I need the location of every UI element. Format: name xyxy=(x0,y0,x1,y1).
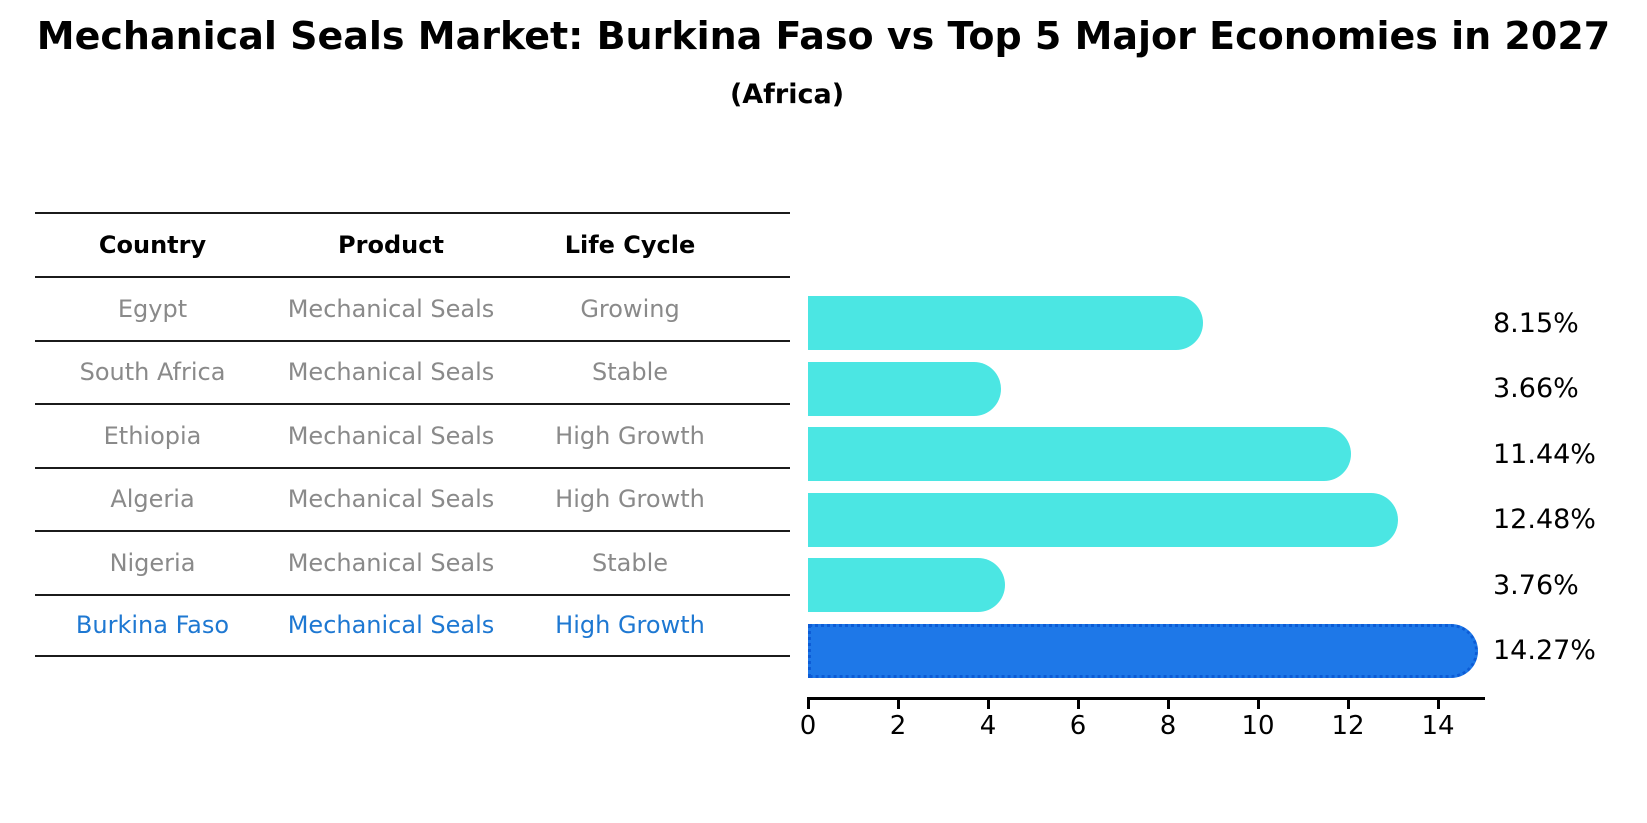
x-axis-tick xyxy=(1437,700,1440,709)
value-label-egypt: 8.15% xyxy=(1493,307,1579,339)
x-axis-tick xyxy=(807,700,810,709)
x-axis-tick xyxy=(1077,700,1080,709)
chart-subtitle: (Africa) xyxy=(729,79,845,110)
x-axis-tick xyxy=(1167,700,1170,709)
bar-algeria xyxy=(808,492,1398,547)
table-cell-product: Mechanical Seals xyxy=(287,294,495,323)
x-axis-tick-label: 10 xyxy=(1241,711,1275,741)
x-axis-tick xyxy=(987,700,990,709)
table-cell-life-cycle: High Growth xyxy=(555,611,705,640)
table-cell-country: Nigeria xyxy=(109,548,196,577)
table-cell-life-cycle: High Growth xyxy=(555,485,705,514)
x-axis-tick xyxy=(1347,700,1350,709)
table-cell-product: Mechanical Seals xyxy=(287,611,495,640)
x-axis-tick-label: 6 xyxy=(1069,711,1087,741)
x-axis-tick xyxy=(1257,700,1260,709)
value-label-south-africa: 3.66% xyxy=(1493,373,1579,404)
table-cell-product: Mechanical Seals xyxy=(287,485,495,514)
table-cell-life-cycle: Stable xyxy=(591,358,669,387)
value-label-nigeria: 3.76% xyxy=(1493,569,1579,601)
bar-egypt xyxy=(808,296,1203,350)
x-axis-tick-label: 2 xyxy=(889,711,907,741)
table-row-ethiopia: Ethiopia Mechanical Seals High Growth xyxy=(35,403,790,467)
table-cell-country: Algeria xyxy=(110,485,195,514)
table-header-cell: Country xyxy=(98,231,207,259)
table-cell-life-cycle: Stable xyxy=(591,548,669,577)
bar-nigeria xyxy=(808,558,1006,612)
table-cell-product: Mechanical Seals xyxy=(287,358,495,387)
table-header-cell: Life Cycle xyxy=(564,231,696,259)
comparison-table: Country Product Life Cycle Egypt Mechanical … xyxy=(35,212,790,657)
table-cell-product: Mechanical Seals xyxy=(287,421,495,450)
bar-ethiopia xyxy=(808,427,1351,481)
x-axis-tick xyxy=(897,700,900,709)
x-axis-tick-label: 14 xyxy=(1421,711,1455,741)
value-label-ethiopia: 11.44% xyxy=(1493,438,1596,470)
table-row-nigeria: Nigeria Mechanical Seals Stable xyxy=(35,530,790,594)
x-axis-tick-label: 0 xyxy=(799,711,817,741)
table-cell-product: Mechanical Seals xyxy=(287,548,495,577)
table-row-algeria: Algeria Mechanical Seals High Growth xyxy=(35,466,790,531)
table-cell-country: Burkina Faso xyxy=(75,611,230,640)
table-cell-country: Ethiopia xyxy=(103,421,202,450)
table-row-south-africa: South Africa Mechanical Seals Stable xyxy=(35,339,790,404)
table-cell-life-cycle: High Growth xyxy=(555,421,705,450)
table-cell-life-cycle: Growing xyxy=(580,294,680,323)
table-cell-country: Egypt xyxy=(117,294,188,323)
bar-burkina-faso xyxy=(808,623,1479,678)
table-row-egypt: Egypt Mechanical Seals Growing xyxy=(35,276,790,340)
value-label-burkina-faso: 14.27% xyxy=(1493,635,1596,666)
table-header-cell: Product xyxy=(338,231,444,259)
x-axis-tick-label: 12 xyxy=(1331,711,1365,741)
value-label-algeria: 12.48% xyxy=(1493,504,1596,535)
x-axis-line xyxy=(807,697,1485,700)
table-header-row: Country Product Life Cycle xyxy=(35,212,790,276)
table-row-burkina-faso: Burkina Faso Mechanical Seals High Growth xyxy=(35,593,790,657)
x-axis-tick-label: 8 xyxy=(1159,711,1177,741)
x-axis-tick-label: 4 xyxy=(979,711,997,741)
bar-south-africa xyxy=(808,361,1001,416)
chart-title: Mechanical Seals Market: Burkina Faso vs… xyxy=(36,14,1611,58)
table-cell-country: South Africa xyxy=(79,358,226,387)
